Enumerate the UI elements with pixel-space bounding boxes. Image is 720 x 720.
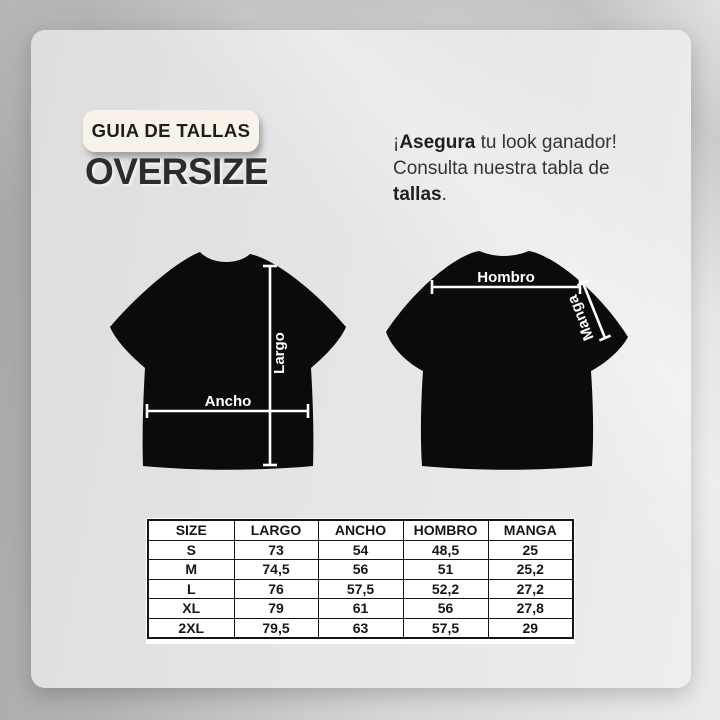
intro-line1-prefix: ¡	[393, 132, 400, 153]
size-cell: XL	[147, 598, 235, 619]
intro-line3-bold: tallas	[393, 184, 442, 205]
manga-measure-line	[581, 282, 607, 339]
page-title: OVERSIZE	[85, 151, 269, 192]
measure-cell: 57,5	[402, 617, 489, 639]
measure-cell: 25,2	[487, 559, 574, 580]
size-table: SIZE LARGO ANCHO HOMBRO MANGA S 73 54 48,5 25 M 74…	[147, 519, 574, 639]
measure-cell: 57,5	[317, 578, 404, 599]
measure-cell: 63	[317, 617, 404, 639]
column-header: LARGO	[233, 519, 319, 541]
tshirt-back-silhouette	[386, 251, 628, 470]
table-row: L 76 57,5 52,2 27,2	[147, 578, 574, 599]
measure-cell: 25	[487, 539, 574, 560]
manga-measure-cap-top	[576, 279, 590, 287]
tshirt-front-silhouette	[110, 252, 346, 470]
table-row: 2XL 79,5 63 57,5 29	[147, 617, 574, 639]
ancho-label: Ancho	[205, 393, 252, 410]
measure-cell: 79,5	[233, 617, 319, 639]
measure-cell: 51	[402, 559, 489, 580]
intro-line2: Consulta nuestra tabla de	[393, 158, 610, 179]
tshirt-back-diagram: Hombro Manga	[386, 251, 628, 470]
size-cell: S	[147, 539, 235, 560]
size-table-container: SIZE LARGO ANCHO HOMBRO MANGA S 73 54 48,5 25 M 74…	[146, 518, 575, 644]
size-table-header: SIZE LARGO ANCHO HOMBRO MANGA	[147, 519, 574, 541]
measure-cell: 52,2	[402, 578, 489, 599]
size-guide-card: GUIA DE TALLAS OVERSIZE ¡Asegura tu look…	[31, 30, 691, 688]
measure-cell: 27,2	[487, 578, 574, 599]
column-header: MANGA	[487, 519, 574, 541]
size-guide-badge-label: GUIA DE TALLAS	[91, 120, 251, 141]
hombro-label: Hombro	[477, 269, 535, 286]
measure-cell: 61	[317, 598, 404, 619]
measure-cell: 54	[317, 539, 404, 560]
size-cell: M	[147, 559, 235, 580]
measure-cell: 73	[233, 539, 319, 560]
manga-measure-cap-bottom	[598, 334, 612, 342]
column-header: HOMBRO	[402, 519, 489, 541]
measure-cell: 56	[402, 598, 489, 619]
measure-cell: 29	[487, 617, 574, 639]
intro-line3-suffix: .	[441, 184, 447, 205]
table-row: S 73 54 48,5 25	[147, 539, 574, 560]
column-header: ANCHO	[317, 519, 404, 541]
size-guide-badge: GUIA DE TALLAS	[83, 110, 259, 152]
tshirt-front-diagram: Largo Ancho	[110, 252, 346, 470]
size-table-body: S 73 54 48,5 25 M 74,5 56 51 25,2 L 76 57,5 52,2 27,2 X…	[147, 539, 574, 639]
intro-line1-rest: tu look ganador!	[475, 132, 617, 153]
intro-line1-bold: Asegura	[399, 132, 476, 153]
measure-cell: 48,5	[402, 539, 489, 560]
size-table-header-row: SIZE LARGO ANCHO HOMBRO MANGA	[147, 519, 574, 541]
table-row: M 74,5 56 51 25,2	[147, 559, 574, 580]
measure-cell: 79	[233, 598, 319, 619]
measure-cell: 56	[317, 559, 404, 580]
size-cell: L	[147, 578, 235, 599]
column-header: SIZE	[147, 519, 235, 541]
size-cell: 2XL	[147, 617, 235, 639]
measure-cell: 74,5	[233, 559, 319, 580]
measure-cell: 27,8	[487, 598, 574, 619]
measure-cell: 76	[233, 578, 319, 599]
intro-text: ¡Asegura tu look ganador! Consulta nuest…	[393, 130, 663, 208]
table-row: XL 79 61 56 27,8	[147, 598, 574, 619]
largo-label: Largo	[271, 332, 288, 374]
